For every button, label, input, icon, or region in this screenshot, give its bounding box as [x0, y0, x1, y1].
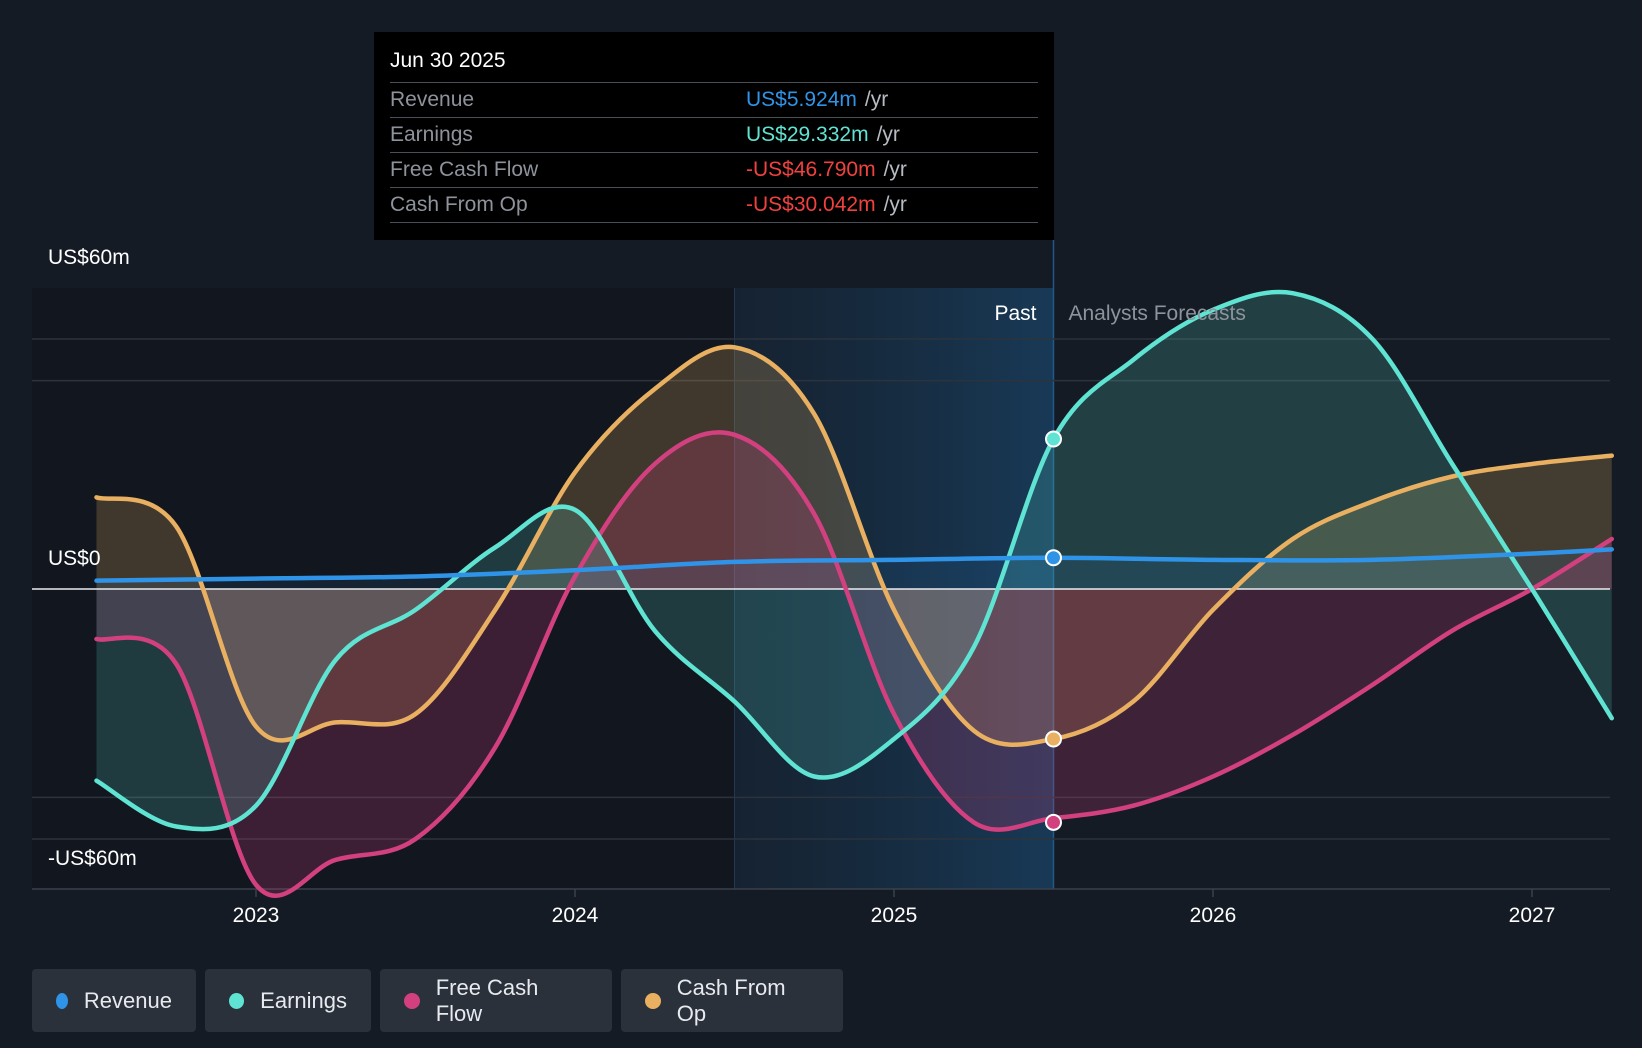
forecast-label: Analysts Forecasts	[1069, 302, 1246, 325]
x-tick-label: 2025	[871, 904, 918, 927]
x-tick-label: 2027	[1509, 904, 1556, 927]
tooltip-row-cash-from-op: Cash From Op -US$30.042m /yr	[390, 188, 1038, 223]
tooltip-unit: /yr	[883, 193, 907, 216]
tooltip-date: Jun 30 2025	[390, 46, 1038, 83]
past-label: Past	[994, 302, 1036, 325]
area-free-cash-flow	[96, 432, 1612, 896]
y-tick-label: US$60m	[48, 246, 130, 269]
legend-item-earnings[interactable]: Earnings	[205, 969, 371, 1032]
tooltip-value: US$29.332m	[746, 123, 869, 146]
legend-item-free-cash-flow[interactable]: Free Cash Flow	[380, 969, 612, 1032]
tooltip-row-revenue: Revenue US$5.924m /yr	[390, 83, 1038, 118]
tooltip-unit: /yr	[864, 88, 889, 111]
data-point-earnings[interactable]	[1045, 430, 1062, 448]
y-tick-label: US$0	[48, 547, 101, 570]
series-line-earnings[interactable]	[94, 289, 1614, 832]
tooltip-row-free-cash-flow: Free Cash Flow -US$46.790m /yr	[390, 153, 1038, 188]
x-tick-label: 2024	[552, 904, 599, 927]
x-tick-label: 2023	[233, 904, 280, 927]
tooltip-value: -US$46.790m	[746, 158, 876, 181]
legend-label: Revenue	[83, 987, 172, 1013]
free-cash-flow-dot-icon	[404, 992, 420, 1009]
data-tooltip: Jun 30 2025 Revenue US$5.924m /yr Earnin…	[374, 32, 1054, 240]
revenue-dot-icon	[56, 992, 68, 1009]
tooltip-unit: /yr	[876, 123, 900, 146]
chart-legend: Revenue Earnings Free Cash Flow Cash Fro…	[32, 969, 843, 1032]
data-point-free-cash-flow[interactable]	[1045, 813, 1062, 831]
tooltip-label: Cash From Op	[390, 193, 528, 216]
tooltip-row-earnings: Earnings US$29.332m /yr	[390, 118, 1038, 153]
legend-item-revenue[interactable]: Revenue	[32, 969, 196, 1032]
area-revenue	[96, 549, 1612, 589]
x-tick-label: 2026	[1190, 904, 1237, 927]
area-earnings	[96, 291, 1612, 830]
data-point-revenue[interactable]	[1045, 549, 1062, 567]
cash-from-op-dot-icon	[645, 992, 661, 1009]
tooltip-label: Revenue	[390, 88, 475, 111]
tooltip-label: Free Cash Flow	[390, 158, 539, 181]
tooltip-unit: /yr	[883, 158, 907, 181]
tooltip-label: Earnings	[390, 123, 473, 146]
tooltip-value: US$5.924m	[746, 88, 857, 111]
series-line-cash-from-op[interactable]	[94, 344, 1614, 747]
legend-label: Free Cash Flow	[435, 974, 539, 1026]
area-cash-from-op	[96, 346, 1612, 745]
data-point-cash-from-op[interactable]	[1045, 730, 1062, 748]
y-tick-label: -US$60m	[48, 847, 137, 870]
series-line-revenue[interactable]	[94, 547, 1614, 583]
tooltip-value: -US$30.042m	[746, 193, 876, 216]
series-line-free-cash-flow[interactable]	[94, 430, 1614, 898]
legend-label: Earnings	[260, 987, 347, 1013]
legend-item-cash-from-op[interactable]: Cash From Op	[621, 969, 843, 1032]
legend-label: Cash From Op	[676, 974, 786, 1026]
earnings-dot-icon	[229, 992, 245, 1009]
